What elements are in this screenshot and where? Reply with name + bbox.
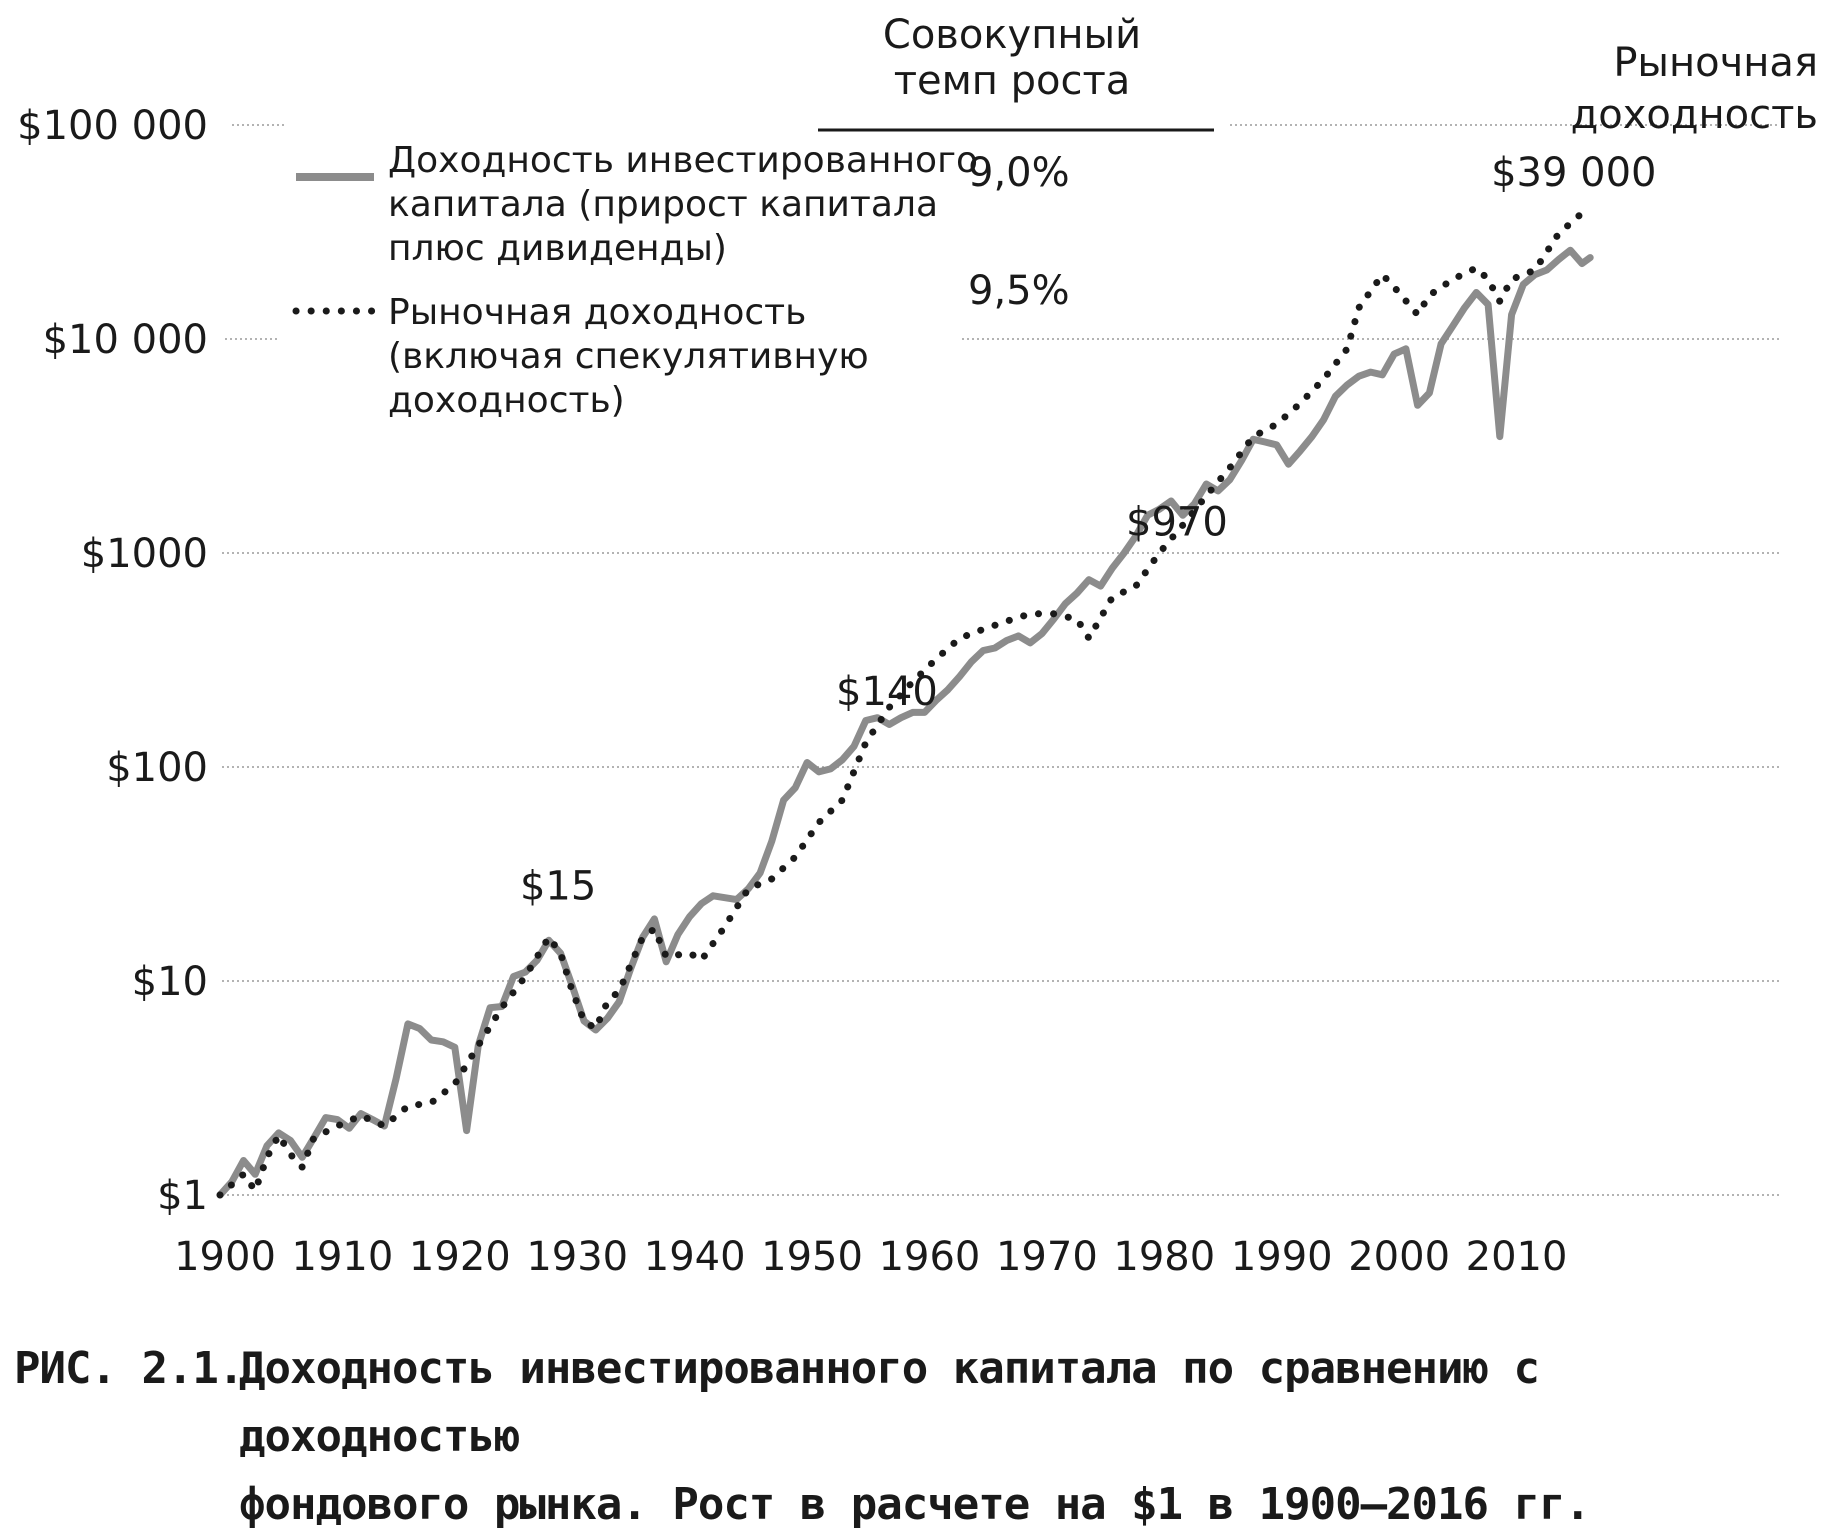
x-tick-label: 1920 bbox=[409, 1234, 511, 1280]
x-tick-label: 1980 bbox=[1113, 1234, 1215, 1280]
legend-header: Совокупный bbox=[883, 12, 1141, 58]
x-tick-label: 2000 bbox=[1348, 1234, 1450, 1280]
x-tick-label: 1970 bbox=[996, 1234, 1098, 1280]
legend-label: доходность) bbox=[388, 380, 625, 421]
caption-line: фондового рынка. Рост в расчете на $1 в … bbox=[239, 1479, 1591, 1530]
legend-growth-rate: 9,0% bbox=[968, 150, 1070, 196]
x-tick-label: 2010 bbox=[1466, 1234, 1568, 1280]
annotations: $15 $140 $970 $39 000 Рыночная доходность bbox=[520, 40, 1818, 910]
data-label: $39 000 bbox=[1491, 150, 1656, 196]
y-tick-label: $100 000 bbox=[17, 103, 208, 149]
caption-line: Доходность инвестированного капитала по … bbox=[239, 1343, 1540, 1462]
x-axis-ticks: 1900 1910 1920 1930 1940 1950 1960 1970 1980 1990… bbox=[174, 1234, 1567, 1280]
figure-caption-text: Доходность инвестированного капитала по … bbox=[239, 1335, 1799, 1539]
gridlines bbox=[222, 124, 1780, 1196]
legend-growth-rate: 9,5% bbox=[968, 268, 1070, 314]
chart: $1$10$100$1000$10 000$100 000 1900 1910 19… bbox=[17, 12, 1818, 1280]
data-label: $15 bbox=[520, 864, 596, 910]
y-tick-label: $1000 bbox=[81, 531, 208, 577]
y-axis-ticks: $1 $10 $100 $1000 $10 000 $100 000 bbox=[17, 103, 208, 1219]
x-tick-label: 1930 bbox=[526, 1234, 628, 1280]
y-tick-label: $1 bbox=[157, 1173, 208, 1219]
legend-label: Доходность инвестированного bbox=[388, 140, 978, 181]
series-end-label: Рыночная bbox=[1613, 40, 1818, 86]
legend-label: плюс дивиденды) bbox=[388, 228, 727, 269]
x-tick-label: 1990 bbox=[1231, 1234, 1333, 1280]
figure-number: РИС. 2.1. bbox=[14, 1343, 244, 1394]
legend-header: темп роста bbox=[894, 58, 1131, 104]
data-label: $140 bbox=[836, 669, 938, 715]
series-line-market-return bbox=[216, 204, 1592, 1199]
data-label: $970 bbox=[1126, 499, 1228, 545]
series-end-label: доходность bbox=[1571, 92, 1818, 138]
series bbox=[216, 204, 1594, 1199]
x-tick-label: 1960 bbox=[879, 1234, 981, 1280]
x-tick-label: 1950 bbox=[761, 1234, 863, 1280]
series-line-total-return bbox=[216, 246, 1594, 1199]
y-tick-label: $10 000 bbox=[43, 317, 208, 363]
y-tick-label: $10 bbox=[132, 959, 208, 1005]
legend-label: (включая спекулятивную bbox=[388, 336, 869, 377]
x-tick-label: 1900 bbox=[174, 1234, 276, 1280]
legend-label: капитала (прирост капитала bbox=[388, 184, 938, 225]
legend-label: Рыночная доходность bbox=[388, 292, 806, 333]
x-tick-label: 1910 bbox=[292, 1234, 394, 1280]
x-tick-label: 1940 bbox=[644, 1234, 746, 1280]
y-tick-label: $100 bbox=[106, 745, 208, 791]
